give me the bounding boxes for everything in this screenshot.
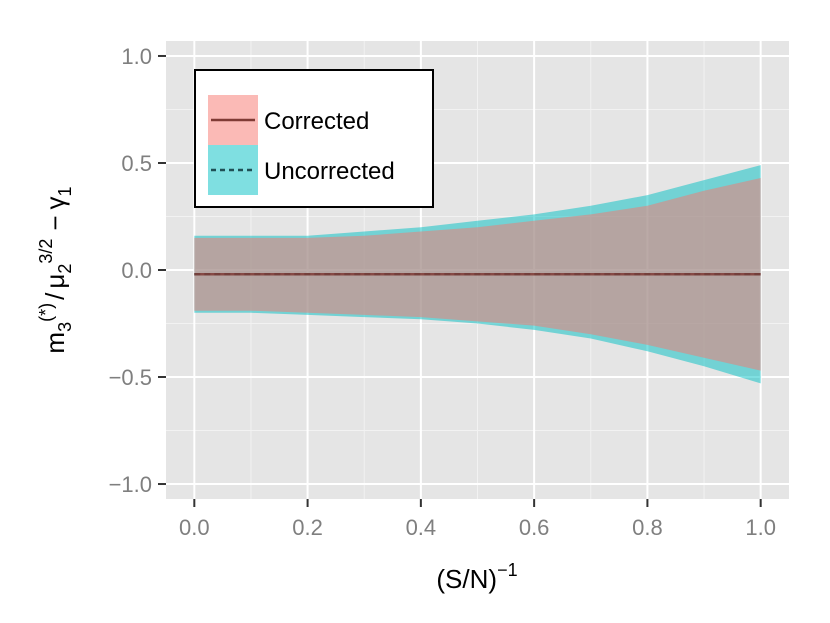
y-axis-ticks: −1.0 −0.5 0.0 0.5 1.0 [109, 44, 166, 497]
legend-item-corrected: Corrected [208, 95, 369, 145]
x-tick-label: 0.6 [519, 515, 550, 540]
y-tick-label: −1.0 [109, 472, 152, 497]
y-tick-label: 0.0 [121, 258, 152, 283]
x-tick-label: 0.2 [292, 515, 323, 540]
legend-item-uncorrected: Uncorrected [208, 145, 395, 195]
x-axis-ticks: 0.0 0.2 0.4 0.6 0.8 1.0 [179, 499, 776, 540]
y-axis-title: m3(*)/μ23/2−γ1 [36, 186, 75, 353]
x-axis-title: (S/N)−1 [436, 560, 517, 594]
series-layer [194, 165, 761, 384]
x-tick-label: 0.8 [632, 515, 663, 540]
y-tick-label: −0.5 [109, 365, 152, 390]
legend-label-uncorrected: Uncorrected [264, 158, 395, 185]
x-axis-title-exponent: −1 [497, 560, 518, 580]
x-tick-label: 0.4 [406, 515, 437, 540]
y-tick-label: 1.0 [121, 44, 152, 69]
legend: Corrected Uncorrected [194, 69, 434, 208]
x-tick-label: 1.0 [745, 515, 776, 540]
legend-label-corrected: Corrected [264, 108, 369, 135]
y-tick-label: 0.5 [121, 151, 152, 176]
x-tick-label: 0.0 [179, 515, 210, 540]
